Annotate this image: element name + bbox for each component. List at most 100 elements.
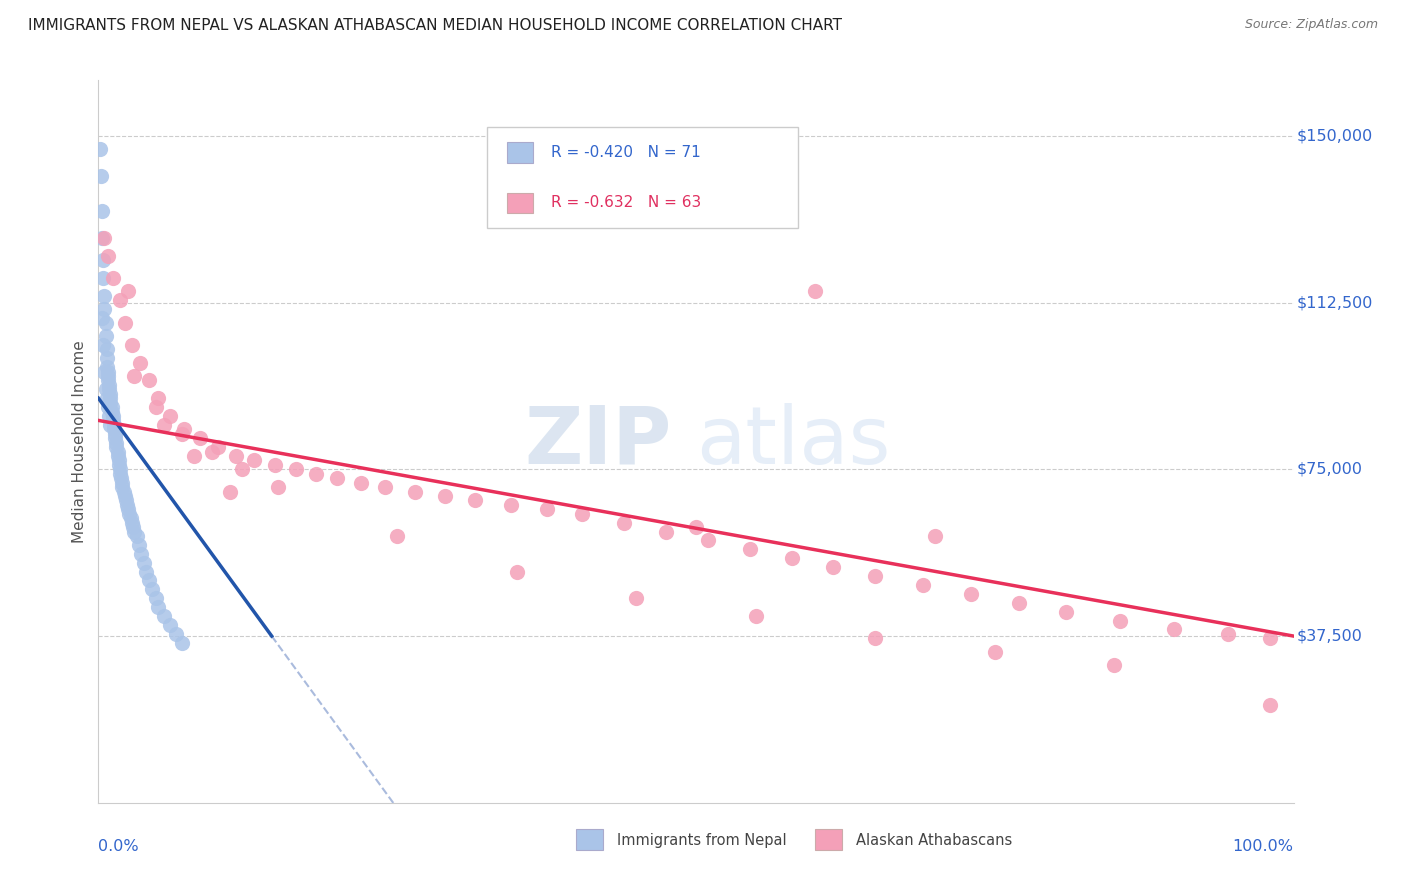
Point: [1258, 698, 1281, 712]
Point: [97, 249, 120, 263]
Point: [91, 338, 114, 352]
Point: [97, 368, 120, 383]
Point: [613, 516, 636, 530]
Point: [135, 565, 157, 579]
Y-axis label: Median Household Income: Median Household Income: [72, 340, 87, 543]
Point: [121, 338, 143, 352]
Point: [98, 386, 122, 401]
Point: [141, 582, 163, 597]
Point: [93, 364, 115, 378]
Point: [188, 431, 211, 445]
Point: [111, 475, 134, 490]
Point: [98, 409, 121, 423]
Point: [107, 453, 129, 467]
Point: [138, 373, 160, 387]
Point: [120, 511, 142, 525]
Point: [823, 560, 845, 574]
Point: [148, 391, 170, 405]
Point: [117, 502, 139, 516]
Point: [924, 529, 946, 543]
FancyBboxPatch shape: [576, 829, 603, 850]
Point: [145, 400, 167, 414]
Point: [93, 302, 115, 317]
FancyBboxPatch shape: [508, 193, 533, 213]
Point: [124, 524, 146, 539]
Point: [104, 431, 127, 445]
Point: [100, 400, 122, 414]
Point: [101, 413, 124, 427]
FancyBboxPatch shape: [486, 128, 797, 228]
Point: [91, 204, 114, 219]
Point: [685, 520, 707, 534]
Point: [499, 498, 522, 512]
Point: [984, 645, 1007, 659]
Point: [97, 400, 120, 414]
Point: [183, 449, 205, 463]
Text: 0.0%: 0.0%: [98, 838, 139, 854]
Point: [865, 569, 887, 583]
Point: [165, 627, 187, 641]
Point: [129, 356, 152, 370]
Point: [865, 632, 887, 646]
Point: [96, 391, 118, 405]
Point: [159, 409, 181, 423]
Point: [104, 426, 127, 441]
FancyBboxPatch shape: [815, 829, 842, 850]
Point: [172, 636, 194, 650]
Point: [148, 600, 170, 615]
Point: [91, 253, 114, 268]
Point: [145, 591, 167, 606]
Point: [225, 449, 247, 463]
Point: [506, 565, 529, 579]
Point: [159, 618, 181, 632]
Text: ZIP: ZIP: [524, 402, 672, 481]
Text: $150,000: $150,000: [1298, 128, 1374, 144]
Point: [1104, 657, 1126, 672]
Point: [91, 271, 114, 285]
Point: [804, 285, 827, 299]
Point: [98, 417, 122, 432]
Point: [94, 316, 117, 330]
Point: [267, 480, 290, 494]
Text: Source: ZipAtlas.com: Source: ZipAtlas.com: [1244, 18, 1378, 31]
Point: [89, 142, 111, 156]
Point: [264, 458, 287, 472]
Point: [655, 524, 678, 539]
Text: R = -0.420   N = 71: R = -0.420 N = 71: [551, 145, 702, 160]
Point: [374, 480, 396, 494]
Point: [96, 351, 118, 366]
Point: [98, 382, 121, 396]
Point: [111, 480, 134, 494]
Point: [107, 449, 129, 463]
Text: $37,500: $37,500: [1298, 629, 1362, 643]
Text: $112,500: $112,500: [1298, 295, 1374, 310]
Point: [108, 467, 131, 481]
Point: [110, 471, 132, 485]
Point: [124, 368, 146, 383]
Point: [98, 391, 122, 405]
Point: [125, 529, 148, 543]
Text: 100.0%: 100.0%: [1233, 838, 1294, 854]
Point: [960, 587, 983, 601]
Point: [1008, 596, 1031, 610]
Point: [745, 609, 768, 624]
Point: [115, 493, 138, 508]
Point: [90, 169, 112, 183]
Point: [350, 475, 373, 490]
Point: [219, 484, 242, 499]
Point: [172, 426, 194, 441]
Text: IMMIGRANTS FROM NEPAL VS ALASKAN ATHABASCAN MEDIAN HOUSEHOLD INCOME CORRELATION : IMMIGRANTS FROM NEPAL VS ALASKAN ATHABAS…: [28, 18, 842, 33]
Point: [115, 498, 138, 512]
Point: [114, 489, 136, 503]
Point: [738, 542, 761, 557]
Point: [1109, 614, 1132, 628]
Point: [122, 520, 145, 534]
Point: [97, 373, 120, 387]
Point: [91, 311, 114, 326]
Point: [101, 271, 124, 285]
Point: [93, 231, 115, 245]
Point: [103, 422, 125, 436]
FancyBboxPatch shape: [508, 142, 533, 162]
Point: [98, 377, 121, 392]
Point: [1216, 627, 1239, 641]
